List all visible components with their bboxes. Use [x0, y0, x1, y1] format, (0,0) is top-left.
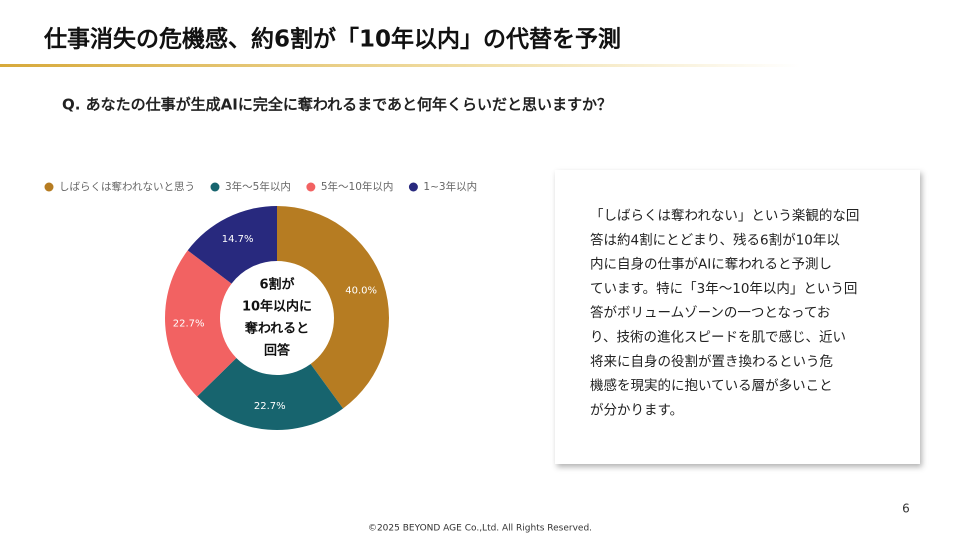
- legend-swatch: [44, 182, 54, 192]
- body-text: 答がボリュームゾーンの一つとなってお: [590, 304, 830, 321]
- legend-label: しばらくは奪われないと思う: [59, 180, 195, 193]
- legend-swatch: [210, 182, 220, 192]
- body-text: 機感を現実的に抱いている層が多いこと: [590, 377, 833, 394]
- legend-label: 1~3年以内: [423, 180, 477, 193]
- donut-segment: [277, 206, 390, 409]
- body-text: が分かります。: [590, 402, 683, 418]
- body-text: 内に自身の仕事がAIに奪われると予測し: [590, 256, 832, 273]
- body-text: 「しばらくは奪われない」という楽観的な回: [590, 207, 859, 224]
- body-text: ています。特に「3年～10年以内」という回: [590, 281, 857, 297]
- title-underline: [0, 64, 800, 67]
- legend-swatch: [408, 182, 418, 192]
- donut-segment: [165, 250, 237, 397]
- question: Q. あなたの仕事が生成AIに完全に奪われるまであと何年くらいだと思いますか？: [62, 96, 612, 114]
- data-label: 22.7%: [254, 401, 286, 412]
- center-annotation: 6割が: [259, 277, 294, 293]
- center-annotation: 奪われると: [244, 321, 309, 337]
- legend-label: 5年～10年以内: [321, 180, 394, 193]
- center-annotation: 回答: [264, 343, 291, 359]
- donut-segment: [197, 357, 344, 430]
- footer: ©2025 BEYOND AGE Co.,Ltd. All Rights Res…: [368, 524, 592, 534]
- body-text: り、技術の進化スピードを肌で感じ、近い: [590, 329, 846, 346]
- slide-title: 仕事消失の危機感、約6割が「10年以内」の代替を予測: [43, 26, 621, 53]
- page-number: 6: [902, 502, 910, 516]
- text-box: [555, 170, 920, 464]
- data-label: 22.7%: [173, 319, 205, 330]
- data-label: 40.0%: [345, 286, 377, 297]
- body-text: 答は約4割にとどまり、残る6割が10年以: [590, 231, 840, 248]
- data-label: 14.7%: [222, 234, 254, 245]
- center-annotation: 10年以内に: [242, 299, 312, 315]
- legend-swatch: [306, 182, 316, 192]
- donut-segment: [187, 206, 277, 284]
- body-text: 将来に自身の役割が置き換わるという危: [590, 353, 833, 370]
- legend-label: 3年～5年以内: [225, 180, 291, 193]
